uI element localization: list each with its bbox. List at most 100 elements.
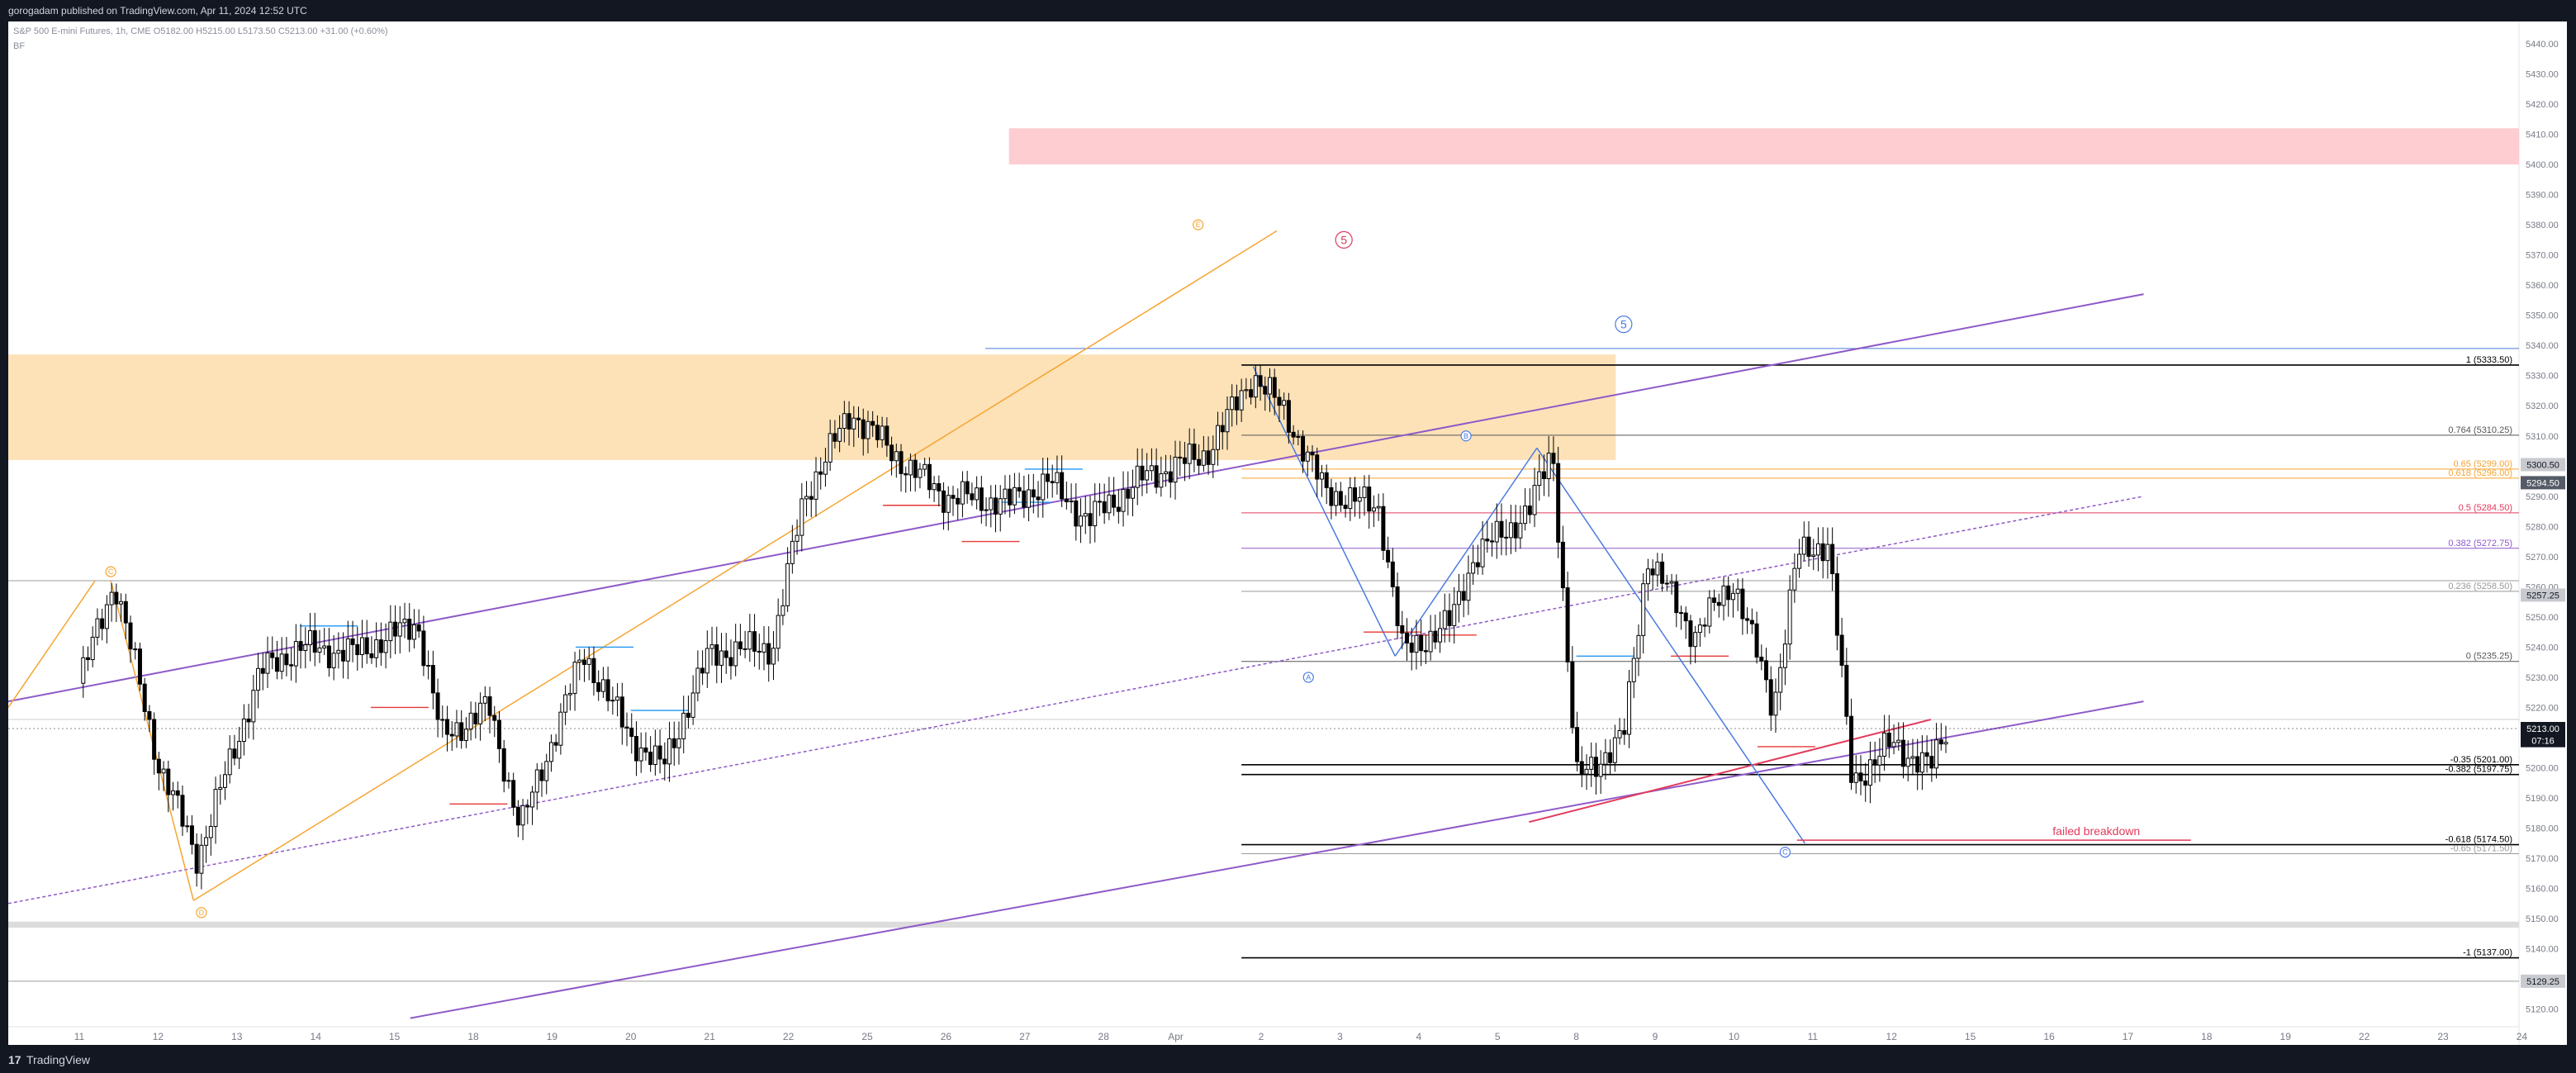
- candle-body: [152, 719, 157, 760]
- y-tick-label: 5370.00: [2526, 251, 2559, 261]
- y-tick-label: 5280.00: [2526, 522, 2559, 532]
- candle-body: [619, 696, 624, 728]
- candle-body: [1447, 610, 1452, 626]
- x-tick-label: 26: [941, 1031, 952, 1042]
- candle-body: [1490, 540, 1495, 543]
- blue-wave-line: [1536, 447, 1805, 844]
- candle-body: [364, 637, 369, 655]
- x-tick-label: 19: [2280, 1031, 2292, 1042]
- candle-body: [515, 806, 520, 826]
- y-tick-label: 5220.00: [2526, 703, 2559, 713]
- candle-body: [1315, 454, 1320, 480]
- candle-body: [1282, 400, 1287, 406]
- candle-body: [1466, 572, 1471, 601]
- y-tick-label: 5120.00: [2526, 1005, 2559, 1015]
- candle-body: [137, 648, 142, 685]
- candle-body: [142, 683, 147, 712]
- candle-body: [776, 615, 780, 649]
- candle-body: [979, 487, 984, 511]
- y-tick-label: 5440.00: [2526, 40, 2559, 50]
- candle-body: [1197, 458, 1202, 466]
- footer-brand: TradingView: [26, 1053, 91, 1066]
- candle-body: [350, 638, 355, 645]
- candle-body: [194, 843, 199, 874]
- candle-body: [1225, 409, 1230, 433]
- candle-body: [975, 487, 980, 501]
- candle-body: [960, 481, 965, 505]
- price-tag-bg: [2521, 722, 2565, 736]
- candle-body: [166, 768, 171, 795]
- candle-body: [1277, 396, 1282, 406]
- candle-body: [496, 719, 501, 749]
- price-tag-bg: [2521, 458, 2565, 472]
- candle-body: [1485, 539, 1490, 542]
- candle-body: [482, 696, 487, 704]
- candle-body: [942, 490, 946, 513]
- wave-label: A: [1306, 673, 1311, 681]
- candle-body: [1494, 520, 1499, 543]
- candle-body: [227, 748, 232, 776]
- candle-body: [1645, 568, 1650, 585]
- trend-line: [1529, 719, 1932, 824]
- fib-level-label: 0.65 (5299.00): [2453, 459, 2512, 469]
- candle-body: [1688, 620, 1693, 648]
- candle-body: [951, 495, 956, 499]
- candle-body: [747, 631, 752, 650]
- candle-body: [1896, 739, 1901, 743]
- candle-body: [100, 618, 105, 629]
- candle-body: [582, 659, 587, 665]
- candle-body: [1253, 375, 1258, 398]
- candle-body: [1877, 755, 1882, 766]
- fib-level-label: 0.618 (5296.00): [2448, 468, 2512, 478]
- x-tick-label: 18: [467, 1031, 479, 1042]
- candle-body: [1740, 588, 1745, 620]
- candle-body: [251, 690, 256, 723]
- candle-body: [890, 444, 894, 462]
- candle-body: [833, 433, 837, 442]
- candle-body: [326, 645, 331, 668]
- footer-bar: 17 TradingView: [0, 1045, 2576, 1073]
- wave-label: C: [108, 567, 114, 576]
- candle-body: [586, 658, 591, 665]
- publish-bar: gorogadam published on TradingView.com, …: [0, 0, 2576, 21]
- candle-body: [1291, 431, 1296, 438]
- candle-body: [1201, 450, 1206, 466]
- supply-zone: [8, 354, 1616, 460]
- publish-info: gorogadam published on TradingView.com, …: [8, 5, 307, 17]
- candle-body: [90, 636, 95, 661]
- candle-body: [871, 420, 875, 426]
- y-tick-label: 5240.00: [2526, 643, 2559, 653]
- candle-body: [799, 498, 804, 536]
- candle-body: [1650, 568, 1655, 576]
- y-tick-label: 5390.00: [2526, 191, 2559, 201]
- candle-body: [289, 664, 294, 667]
- candle-body: [1697, 624, 1702, 634]
- candle-body: [388, 621, 393, 642]
- x-tick-label: 15: [1965, 1031, 1976, 1042]
- candle-body: [1546, 453, 1551, 479]
- candle-body: [123, 601, 128, 624]
- candle-body: [1381, 506, 1386, 551]
- candle-body: [1182, 457, 1187, 464]
- price-chart[interactable]: 5440.005430.005420.005410.005400.005390.…: [8, 21, 2567, 1045]
- x-tick-label: 14: [311, 1031, 322, 1042]
- candle-body: [369, 653, 374, 658]
- candle-body: [1083, 513, 1088, 517]
- candle-body: [1329, 487, 1334, 506]
- candle-body: [1504, 536, 1509, 539]
- candle-body: [298, 641, 303, 651]
- candle-body: [274, 657, 279, 672]
- candle-body: [1702, 624, 1707, 627]
- frame-right: [2567, 21, 2576, 1045]
- x-tick-label: 2: [1259, 1031, 1264, 1042]
- candle-body: [1471, 562, 1476, 574]
- candle-body: [1116, 506, 1121, 512]
- fib-level-label: 0 (5235.25): [2466, 652, 2512, 662]
- y-tick-label: 5140.00: [2526, 945, 2559, 955]
- candle-body: [284, 653, 289, 666]
- x-tick-label: 23: [2437, 1031, 2449, 1042]
- candle-body: [1130, 487, 1135, 499]
- candle-body: [610, 700, 615, 702]
- candle-body: [109, 591, 114, 605]
- candle-body: [1390, 561, 1395, 587]
